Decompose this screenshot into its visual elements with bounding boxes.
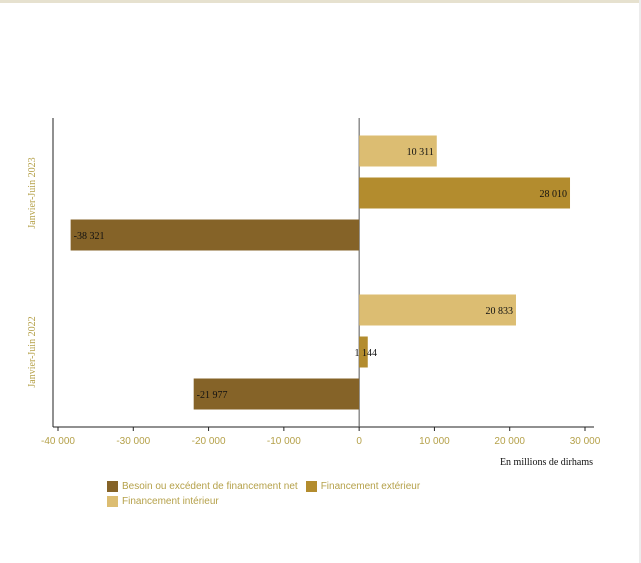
legend-swatch [107,496,118,507]
chart-legend: Besoin ou excédent de financement net Fin… [107,479,467,510]
data-label: 10 311 [407,147,434,158]
category-label: Janvier-Juin 2022 [27,316,38,387]
bar [359,177,571,209]
x-tick-label: 20 000 [494,436,525,447]
legend-swatch [107,480,118,492]
legend-item: Besoin ou excédent de financement net [107,479,298,493]
x-tick-label: 0 [356,436,362,447]
data-label: 1 144 [355,348,378,359]
legend-label: Financement intérieur [122,496,219,507]
x-axis-title: En millions de dirhams [500,457,593,468]
legend-item: Financement extérieur [305,479,421,493]
data-label: 20 833 [485,306,513,317]
data-label: -21 977 [197,390,228,401]
bar [359,135,437,167]
data-label: 28 010 [540,189,568,200]
bar [70,219,360,251]
legend-swatch [305,480,317,492]
bar [193,378,360,410]
bar [359,294,516,326]
legend-label: Financement extérieur [320,480,421,492]
x-tick-label: -40 000 [41,436,75,447]
bar [359,336,368,368]
x-tick-label: -10 000 [267,436,301,447]
right-border [639,0,641,563]
data-label: -38 321 [74,231,105,242]
x-tick-label: -30 000 [116,436,150,447]
x-tick-label: -20 000 [192,436,226,447]
category-label: Janvier-Juin 2023 [27,157,38,228]
x-tick-label: 10 000 [419,436,450,447]
top-border [0,0,641,3]
legend-label: Besoin ou excédent de financement net [122,480,298,492]
x-tick-label: 30 000 [570,436,601,447]
legend-item: Financement intérieur [107,495,219,509]
